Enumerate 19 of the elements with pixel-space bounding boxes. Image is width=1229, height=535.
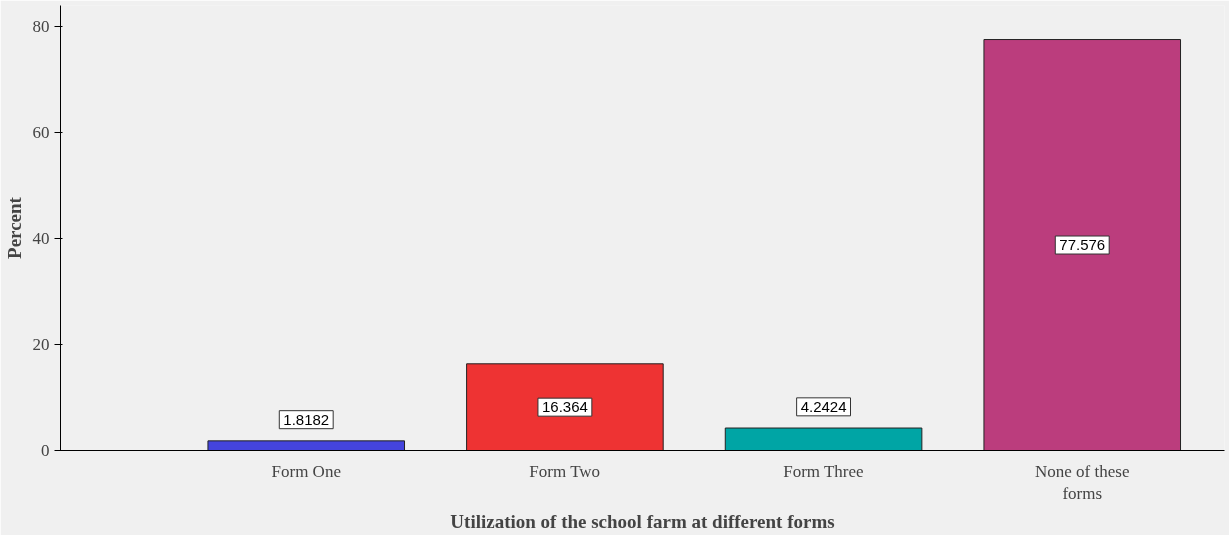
bar (207, 440, 406, 451)
y-axis-title: Percent (3, 196, 25, 259)
x-tick-label: None of these forms (1035, 461, 1130, 504)
x-tick-label: Form One (271, 461, 341, 481)
data-label: 77.576 (1059, 236, 1106, 254)
x-tick-label: Form Two (529, 461, 601, 481)
data-label: 16.364 (541, 398, 588, 416)
data-label: 1.8182 (283, 410, 330, 428)
x-axis-title: Utilization of the school farm at different forms (450, 511, 835, 533)
y-tick-label: 60 (32, 123, 50, 143)
bar (983, 39, 1182, 451)
bar (466, 363, 664, 451)
x-tick-label: Form Three (783, 461, 864, 481)
bar (724, 427, 923, 451)
y-tick-label: 20 (32, 335, 50, 355)
y-tick-label: 0 (41, 441, 50, 460)
y-tick-label: 40 (32, 229, 50, 249)
data-label: 4.2424 (800, 397, 847, 415)
y-tick-label: 80 (32, 17, 50, 37)
